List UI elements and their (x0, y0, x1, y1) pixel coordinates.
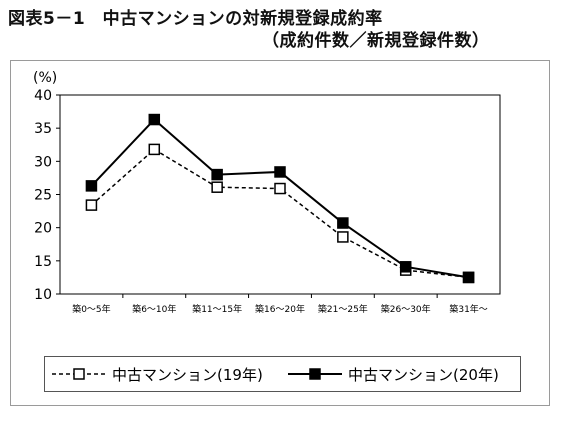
data-point (399, 261, 412, 273)
x-tick-label: 築21～25年 (318, 303, 368, 315)
chart-title: 図表5－1 中古マンションの対新規登録成約率 (8, 9, 383, 29)
data-point (337, 217, 349, 229)
y-tick-label: 30 (34, 154, 52, 170)
data-point (85, 199, 98, 211)
y-tick-label: 20 (34, 221, 52, 237)
y-tick-label: 10 (34, 287, 52, 303)
legend (44, 356, 521, 392)
x-tick-label: 築11～15年 (192, 303, 242, 315)
y-unit-label: (%) (33, 70, 57, 86)
chart-subtitle: （成約件数／新規登録件数） (262, 31, 490, 51)
x-tick-label: 築31年～ (449, 303, 487, 315)
chart-frame (10, 60, 550, 406)
series-layer (85, 113, 475, 284)
data-point (337, 231, 349, 243)
y-tick-label: 15 (34, 254, 52, 270)
data-point (148, 143, 161, 156)
x-axis-labels: 築0～5年 築6～10年 築11～15年 築16～20年 築21～25年 築26～30年 築… (72, 294, 488, 315)
data-point (148, 113, 161, 126)
x-tick-label: 築6～10年 (132, 303, 176, 315)
data-point (211, 181, 223, 193)
data-point (274, 182, 286, 195)
plot-area (59, 94, 501, 295)
y-axis-ticks: 10 15 20 25 30 35 40 (34, 88, 60, 303)
data-point (211, 168, 223, 181)
data-point (462, 271, 475, 284)
x-tick-label: 築16～20年 (255, 303, 305, 315)
series-line (90, 118, 469, 279)
y-tick-label: 25 (34, 188, 52, 204)
data-point (85, 180, 98, 192)
y-tick-label: 35 (34, 121, 52, 137)
x-tick-label: 築0～5年 (72, 303, 110, 315)
data-point (274, 166, 286, 178)
y-tick-label: 40 (34, 88, 52, 104)
x-tick-label: 築26～30年 (381, 303, 431, 315)
